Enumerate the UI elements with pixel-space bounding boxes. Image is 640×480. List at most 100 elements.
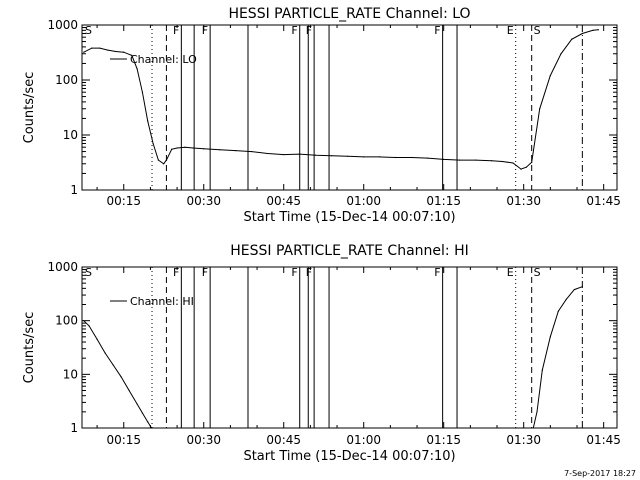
series-point [203, 148, 205, 150]
series-point [163, 163, 165, 165]
x-axis-label: Start Time (15-Dec-14 00:07:10) [243, 449, 455, 464]
series-point [331, 155, 333, 157]
y-tick-label: 10 [63, 367, 78, 381]
y-tick-label: 100 [55, 314, 78, 328]
legend-label: Channel: HI [130, 295, 194, 308]
x-tick-label: 00:30 [186, 433, 221, 447]
series-point [123, 51, 125, 53]
series-point [512, 162, 514, 164]
event-label: F [173, 24, 179, 37]
x-tick-label: 01:45 [586, 433, 621, 447]
series-point [379, 156, 381, 158]
series-point [267, 152, 269, 155]
x-tick-label: 00:30 [186, 194, 221, 208]
x-tick-label: 01:30 [506, 433, 541, 447]
event-label: E [507, 24, 514, 37]
series-point [251, 150, 253, 153]
series-line-2 [83, 320, 152, 428]
series-point [219, 149, 221, 151]
series-point [99, 47, 101, 49]
series-point [525, 166, 527, 168]
series-point [83, 51, 85, 53]
series-point [443, 158, 445, 161]
series-point [411, 156, 413, 159]
series-point [539, 108, 541, 110]
series-point [520, 168, 522, 170]
series-point [571, 38, 573, 40]
series-point [283, 154, 285, 156]
series-point [549, 75, 551, 77]
series-point [560, 53, 562, 55]
series-line-2 [532, 286, 583, 428]
plot-frame-2 [81, 266, 618, 429]
series-point [152, 142, 154, 145]
event-label: F [434, 266, 440, 279]
chart-title-2: HESSI PARTICLE_RATE Channel: HI [230, 243, 468, 259]
plot-frame-1 [81, 24, 618, 191]
series-point [107, 49, 109, 51]
footer-timestamp: 7-Sep-2017 18:27 [564, 469, 636, 478]
x-tick-label: 01:15 [426, 194, 461, 208]
series-point [427, 157, 429, 159]
event-label: F [306, 24, 312, 37]
series-point [491, 160, 493, 162]
event-label: S [534, 24, 541, 37]
series-point [581, 32, 583, 35]
y-tick-label: 100 [55, 73, 78, 87]
series-point [165, 159, 168, 161]
x-tick-label: 00:15 [106, 194, 141, 208]
series-line-1 [83, 29, 599, 170]
x-axis-label: Start Time (15-Dec-14 00:07:10) [243, 210, 455, 225]
x-tick-label: 01:00 [346, 433, 381, 447]
x-tick-label: 01:45 [586, 194, 621, 208]
series-point [363, 156, 365, 158]
series-point [141, 91, 144, 93]
x-tick-label: 00:15 [106, 433, 141, 447]
event-label: S [534, 266, 541, 279]
series-point [597, 29, 599, 31]
series-point [475, 159, 477, 161]
y-tick-label: 1 [70, 421, 78, 435]
series-point [501, 160, 503, 163]
series-point [192, 147, 194, 149]
corner-label: S [85, 266, 92, 279]
event-label: F [202, 24, 208, 37]
event-label: F [202, 266, 208, 279]
x-tick-label: 01:30 [506, 194, 541, 208]
event-label: F [173, 266, 179, 279]
y-tick-label: 1 [70, 183, 78, 197]
y-tick-label: 1000 [47, 18, 78, 32]
x-tick-label: 01:15 [426, 433, 461, 447]
y-tick-label: 1000 [47, 260, 78, 274]
y-axis-label: Counts/sec [22, 312, 37, 384]
series-point [171, 148, 173, 150]
corner-label: S [85, 24, 92, 37]
y-axis-label: Counts/sec [22, 72, 37, 144]
series-point [131, 54, 133, 57]
series-point [395, 156, 397, 159]
series-point [299, 153, 301, 155]
y-tick-label: 10 [63, 128, 78, 142]
event-label: E [507, 266, 514, 279]
x-tick-label: 00:45 [266, 194, 301, 208]
event-label: F [291, 266, 297, 279]
chart-title-1: HESSI PARTICLE_RATE Channel: LO [228, 6, 470, 22]
x-tick-label: 01:00 [346, 194, 381, 208]
series-point [531, 161, 533, 163]
series-point [147, 120, 149, 122]
series-point [459, 159, 461, 161]
series-point [115, 50, 117, 53]
event-label: F [306, 266, 312, 279]
event-label: F [291, 24, 297, 37]
event-label: F [434, 24, 440, 37]
series-point [592, 29, 594, 31]
series-point [157, 159, 160, 161]
series-point [347, 155, 349, 157]
legend-label: Channel: LO [130, 53, 197, 66]
series-point [315, 154, 317, 156]
series-point [91, 47, 93, 49]
series-point [136, 68, 138, 70]
x-tick-label: 00:45 [266, 433, 301, 447]
series-point [184, 146, 186, 148]
